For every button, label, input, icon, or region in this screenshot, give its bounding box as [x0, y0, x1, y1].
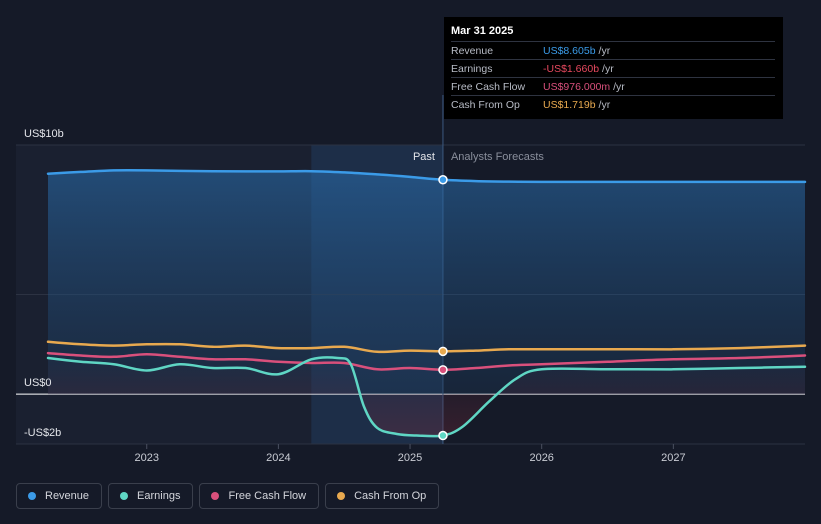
legend-item-cash-from-op[interactable]: Cash From Op: [325, 483, 440, 509]
free-cash-flow-line: [46, 351, 807, 372]
legend-label: Revenue: [45, 490, 90, 502]
tooltip-row-cash-from-op: Cash From Op US$1.719b/yr: [451, 95, 775, 113]
y-tick-label: US$0: [24, 377, 52, 389]
tooltip-value: US$976.000m: [543, 80, 611, 93]
free-cash-flow-marker: [438, 365, 448, 375]
x-tick-label: 2023: [134, 452, 158, 464]
x-tick-label: 2027: [661, 452, 685, 464]
y-tick-label: -US$2b: [24, 427, 61, 439]
tooltip-label: Cash From Op: [451, 98, 520, 111]
tooltip-row-earnings: Earnings -US$1.660b/yr: [451, 59, 775, 77]
tooltip-unit: /yr: [602, 62, 614, 75]
legend-label: Free Cash Flow: [228, 490, 307, 502]
past-label: Past: [413, 151, 435, 163]
forecast-label: Analysts Forecasts: [451, 151, 544, 163]
legend-label: Earnings: [137, 490, 181, 502]
legend: Revenue Earnings Free Cash Flow Cash From O…: [16, 483, 440, 509]
tooltip-label: Revenue: [451, 44, 494, 57]
tooltip-row-revenue: Revenue US$8.605b/yr: [451, 41, 775, 59]
y-tick-label: US$10b: [24, 128, 64, 140]
x-tick-label: 2024: [266, 452, 290, 464]
revenue-line: [46, 169, 807, 184]
tooltip-row-free-cash-flow: Free Cash Flow US$976.000m/yr: [451, 77, 775, 95]
legend-dot-icon: [211, 492, 220, 500]
tooltip-label: Free Cash Flow: [451, 80, 526, 93]
revenue-marker: [438, 175, 448, 185]
legend-item-free-cash-flow[interactable]: Free Cash Flow: [199, 483, 320, 509]
legend-dot-icon: [28, 492, 36, 500]
tooltip: Mar 31 2025 Revenue US$8.605b/yr Earnings -…: [444, 17, 783, 119]
earnings-area: [48, 357, 805, 437]
tooltip-value: -US$1.660b: [543, 62, 600, 75]
tooltip-unit: /yr: [598, 98, 611, 111]
cash-from-op-line: [46, 340, 807, 354]
earnings-marker: [438, 430, 448, 441]
legend-dot-icon: [337, 492, 346, 500]
tooltip-value: US$1.719b: [543, 98, 596, 111]
legend-label: Cash From Op: [354, 490, 427, 502]
tooltip-unit: /yr: [598, 44, 611, 57]
tooltip-unit: /yr: [613, 80, 625, 93]
tooltip-value: US$8.605b: [543, 44, 596, 57]
legend-item-revenue[interactable]: Revenue: [16, 483, 103, 509]
cash-from-op-marker: [438, 346, 448, 357]
tooltip-label: Earnings: [451, 62, 493, 75]
legend-item-earnings[interactable]: Earnings: [108, 483, 194, 509]
revenue-area: [48, 170, 805, 395]
x-tick-label: 2025: [398, 452, 422, 464]
x-tick-label: 2026: [529, 452, 553, 464]
legend-dot-icon: [120, 492, 129, 500]
earnings-line: [46, 356, 807, 438]
tooltip-date: Mar 31 2025: [451, 25, 514, 37]
